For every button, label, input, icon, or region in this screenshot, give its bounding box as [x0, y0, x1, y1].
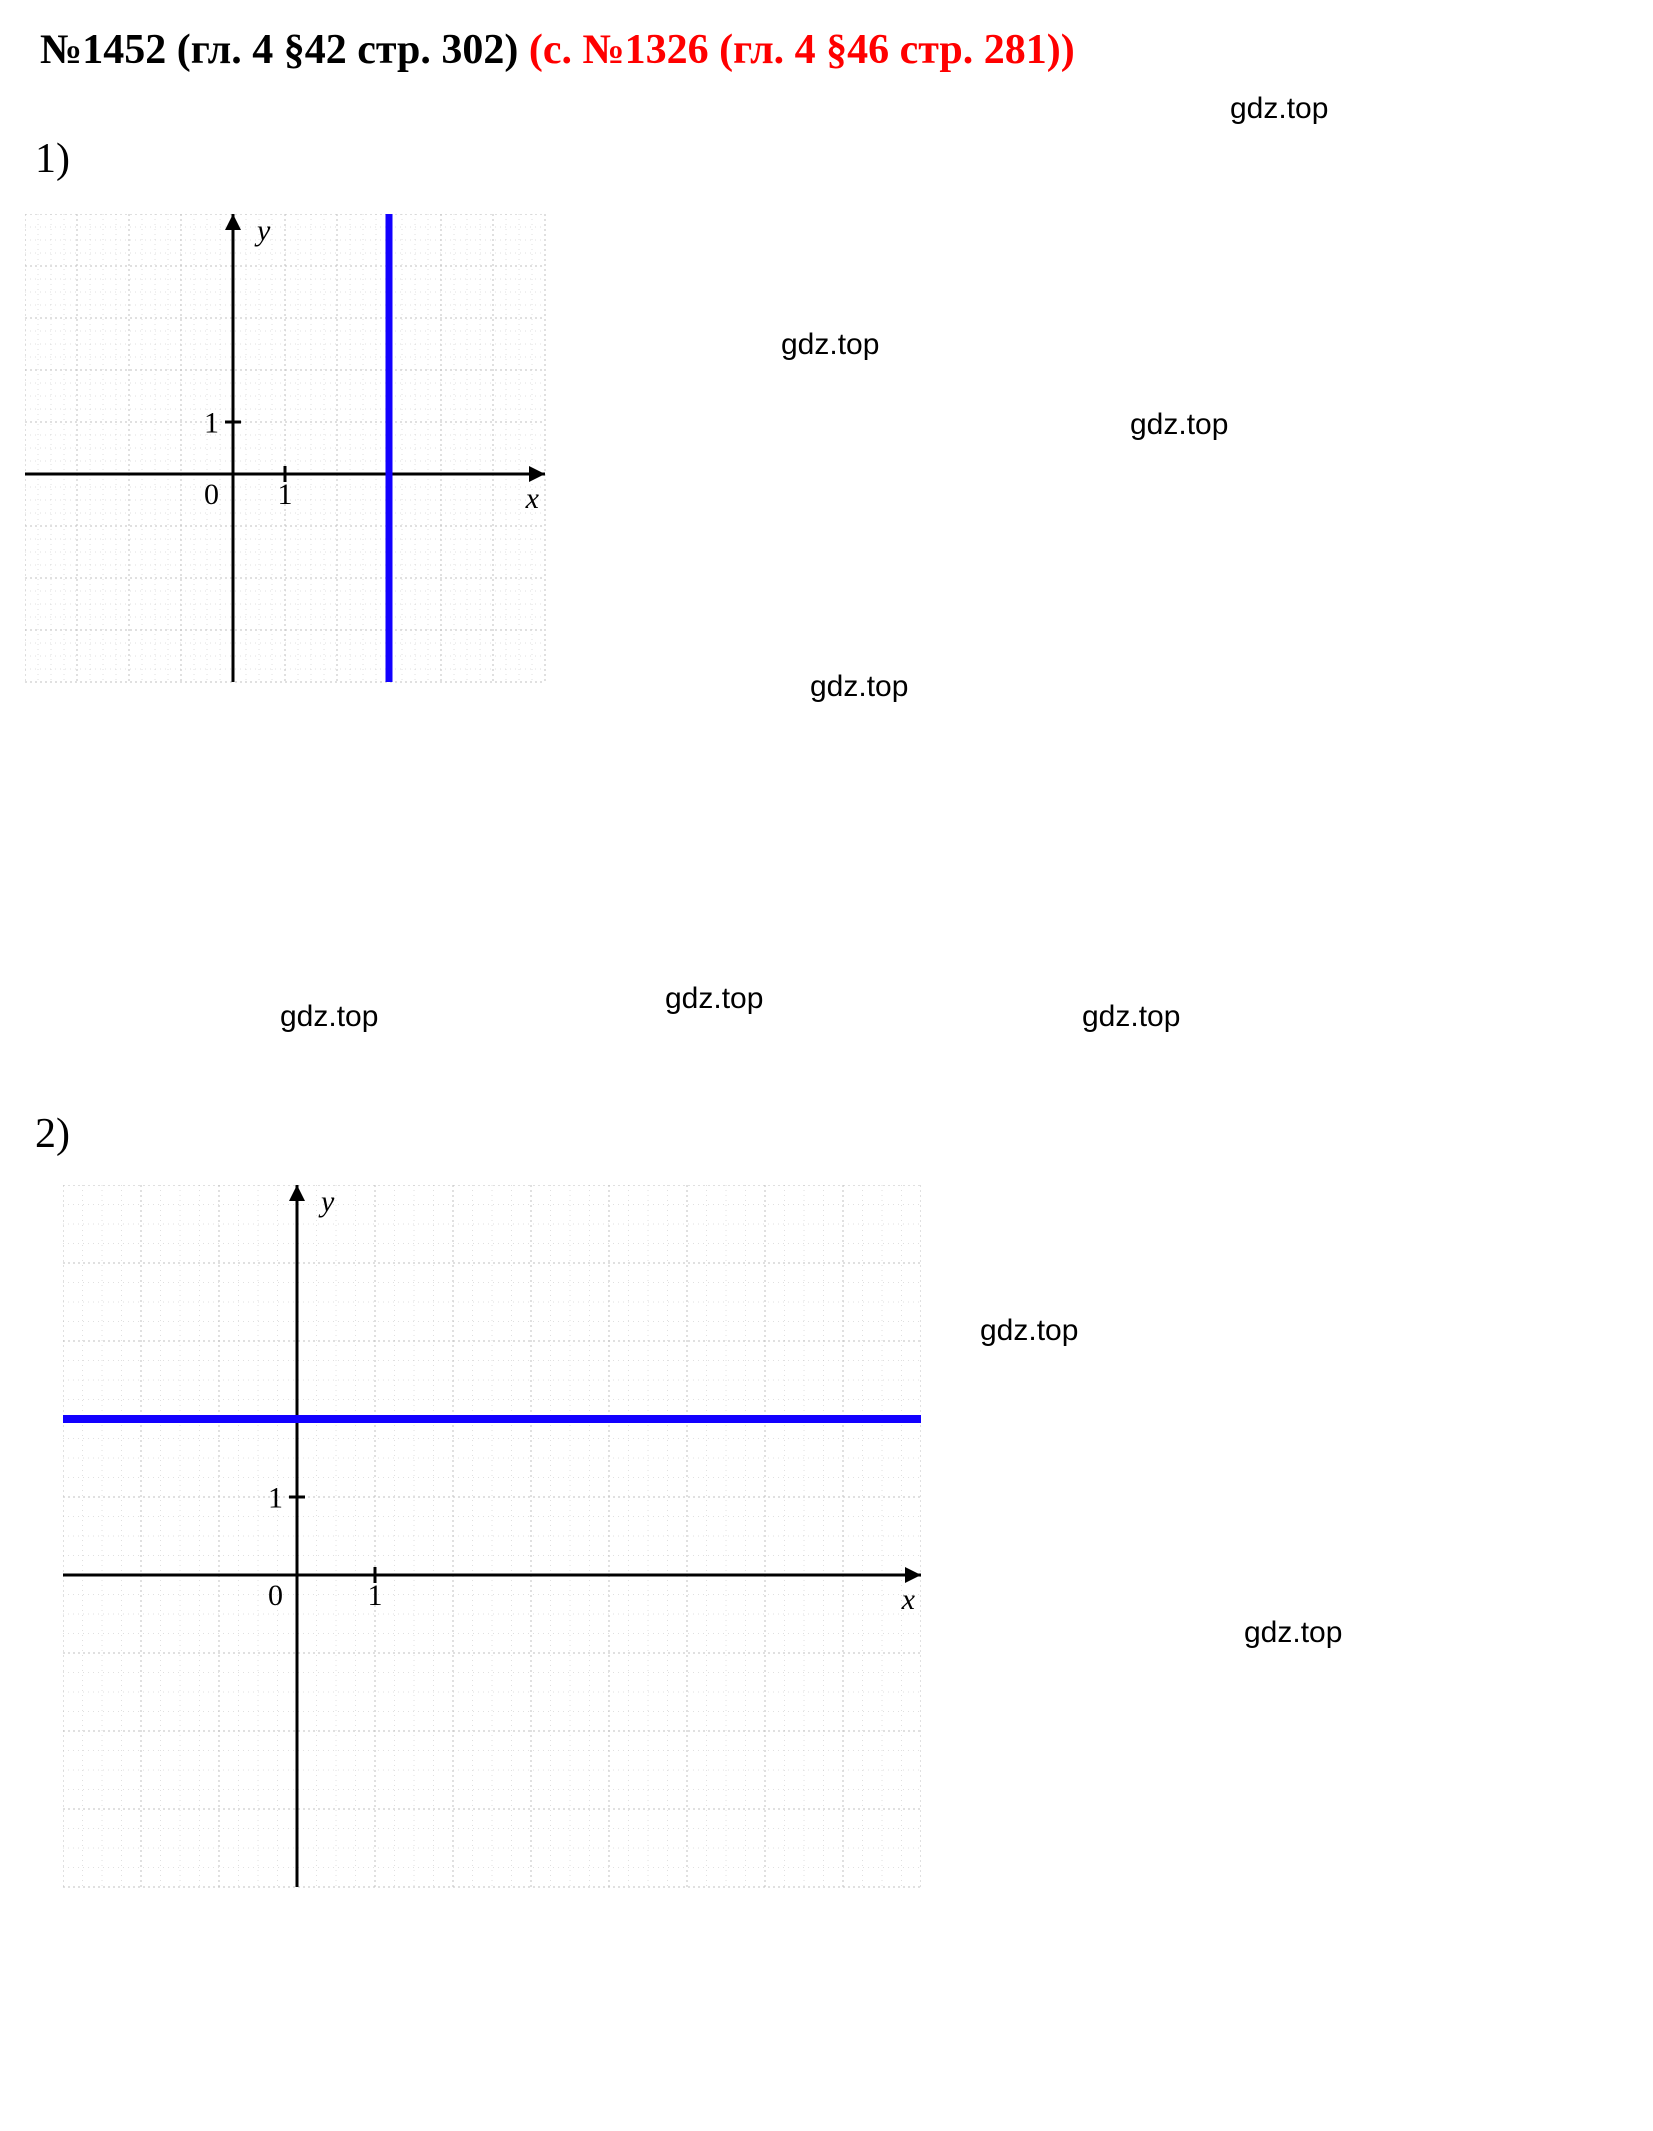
svg-text:0: 0 [268, 1579, 283, 1612]
chart-1: 0 1 1 x y [25, 214, 849, 954]
watermark-text: gdz.top [980, 1314, 1078, 1348]
svg-text:y: y [318, 1185, 335, 1218]
title-black: №1452 (гл. 4 §42 стр. 302) [40, 27, 529, 73]
svg-text:1: 1 [368, 1579, 383, 1612]
watermark-text: gdz.top [1244, 1616, 1342, 1650]
watermark-text: gdz.top [1082, 1000, 1180, 1034]
page-root: №1452 (гл. 4 §42 стр. 302) (с. №1326 (гл… [0, 0, 1653, 2131]
watermark-text: gdz.top [1130, 408, 1228, 442]
section-1-label: 1) [35, 135, 70, 183]
svg-text:x: x [525, 482, 540, 515]
svg-text:1: 1 [268, 1482, 283, 1515]
title-red: (с. №1326 (гл. 4 §46 стр. 281)) [529, 27, 1075, 73]
svg-text:x: x [901, 1583, 916, 1616]
page-title: №1452 (гл. 4 §42 стр. 302) (с. №1326 (гл… [40, 26, 1075, 74]
svg-text:y: y [254, 214, 271, 247]
section-2-label: 2) [35, 1110, 70, 1158]
chart-svg: 0 1 1 x y [25, 214, 849, 954]
svg-text:1: 1 [278, 478, 293, 511]
chart-svg: 0 1 1 x y [63, 1185, 921, 1913]
svg-text:1: 1 [204, 407, 219, 440]
watermark-text: gdz.top [1230, 92, 1328, 126]
watermark-text: gdz.top [280, 1000, 378, 1034]
watermark-text: gdz.top [665, 982, 763, 1016]
chart-2: 0 1 1 x y [63, 1185, 921, 1913]
svg-text:0: 0 [204, 478, 219, 511]
